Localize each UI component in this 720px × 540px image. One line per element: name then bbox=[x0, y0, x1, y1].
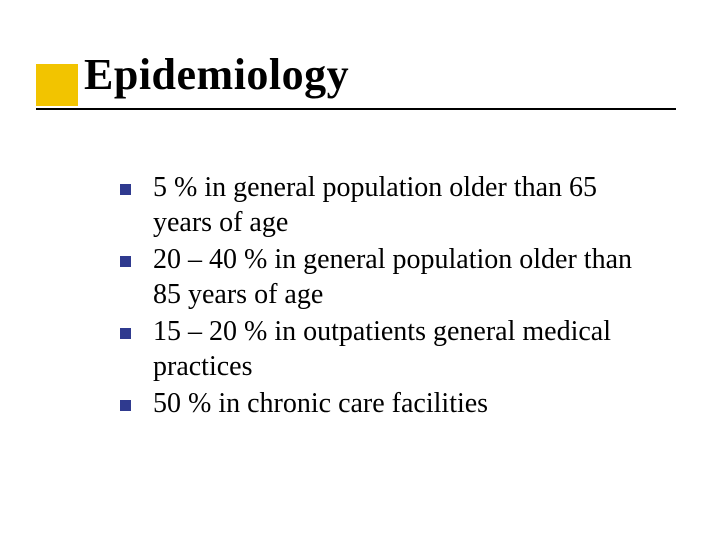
bullet-text: 15 – 20 % in outpatients general medical… bbox=[153, 314, 660, 384]
bullet-text: 20 – 40 % in general population older th… bbox=[153, 242, 660, 312]
square-bullet-icon bbox=[120, 328, 131, 339]
title-underline bbox=[36, 108, 676, 110]
bullet-text: 50 % in chronic care facilities bbox=[153, 386, 660, 421]
slide: Epidemiology 5 % in general population o… bbox=[0, 0, 720, 540]
title-accent-square bbox=[36, 64, 78, 106]
list-item: 5 % in general population older than 65 … bbox=[120, 170, 660, 240]
square-bullet-icon bbox=[120, 400, 131, 411]
slide-title: Epidemiology bbox=[84, 52, 684, 98]
title-block: Epidemiology bbox=[36, 52, 684, 98]
square-bullet-icon bbox=[120, 256, 131, 267]
bullet-text: 5 % in general population older than 65 … bbox=[153, 170, 660, 240]
list-item: 15 – 20 % in outpatients general medical… bbox=[120, 314, 660, 384]
square-bullet-icon bbox=[120, 184, 131, 195]
bullet-list: 5 % in general population older than 65 … bbox=[120, 170, 660, 423]
list-item: 50 % in chronic care facilities bbox=[120, 386, 660, 421]
list-item: 20 – 40 % in general population older th… bbox=[120, 242, 660, 312]
